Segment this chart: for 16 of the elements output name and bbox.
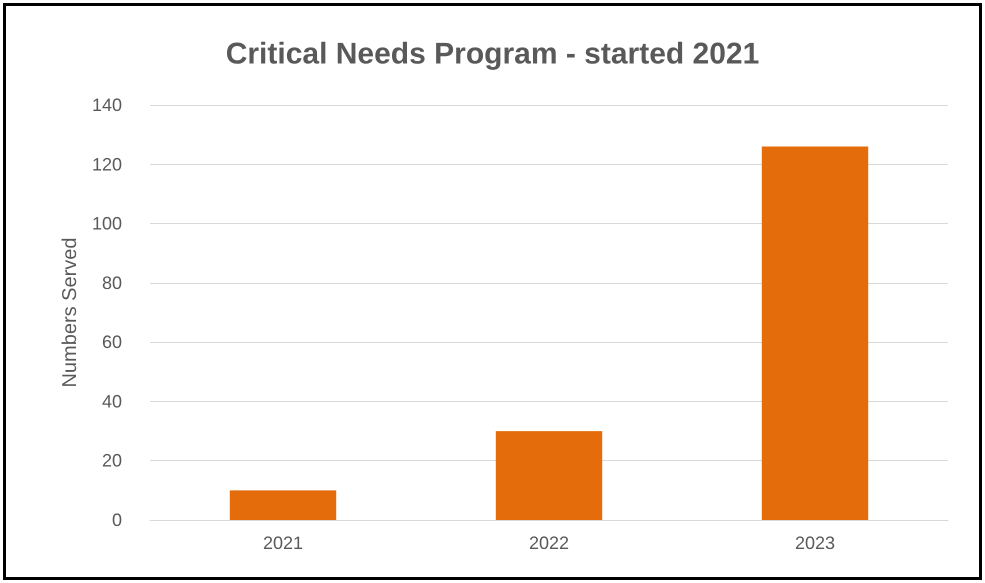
x-tick-label: 2023 bbox=[794, 533, 836, 553]
bar bbox=[762, 146, 868, 520]
y-axis-title: Numbers Served bbox=[59, 237, 81, 388]
bar bbox=[230, 490, 336, 520]
y-tick-label: 40 bbox=[102, 391, 122, 412]
y-tick-label: 60 bbox=[102, 332, 122, 352]
y-tick-label: 80 bbox=[102, 272, 122, 293]
y-tick-label: 120 bbox=[92, 154, 122, 174]
y-tick-label: 0 bbox=[112, 510, 122, 530]
x-tick-label: 2021 bbox=[262, 533, 304, 553]
bar bbox=[496, 431, 602, 520]
y-tick-label: 140 bbox=[92, 95, 122, 115]
y-tick-label: 100 bbox=[92, 214, 122, 234]
y-tick-label: 20 bbox=[102, 450, 122, 471]
x-tick-label: 2022 bbox=[528, 533, 570, 553]
chart-title: Critical Needs Program - started 2021 bbox=[226, 38, 760, 70]
